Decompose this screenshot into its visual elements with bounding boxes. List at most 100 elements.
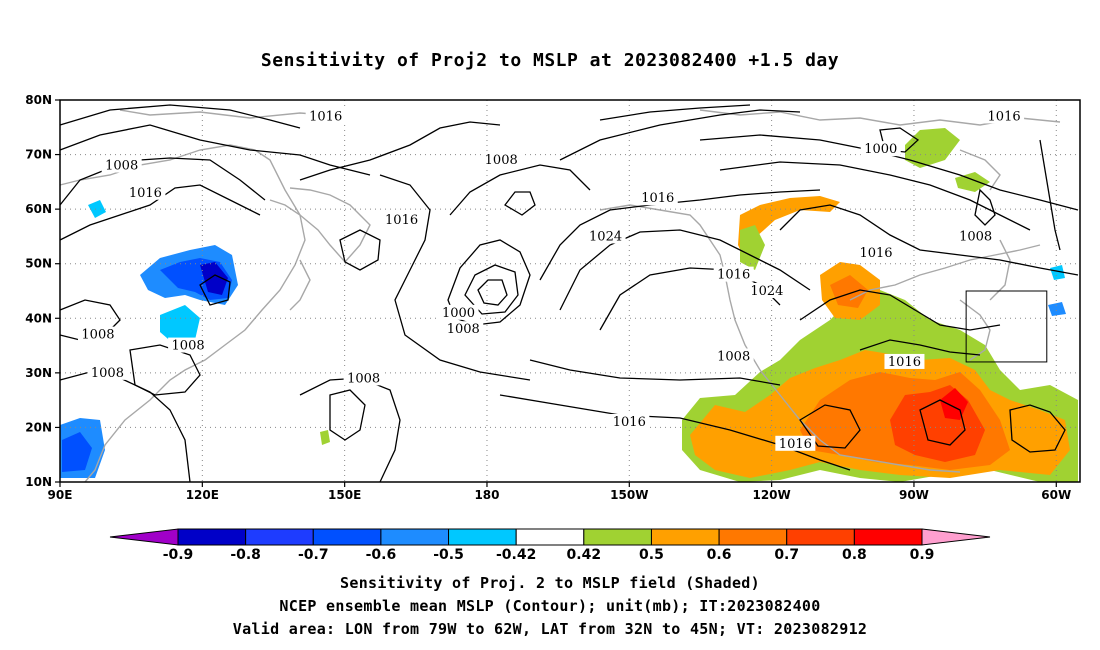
lat-tick-label: 50N xyxy=(25,257,52,271)
mslp-contour-line xyxy=(449,164,591,216)
contour-label-bg xyxy=(609,413,650,429)
coastline xyxy=(959,149,1001,191)
mslp-contour-line xyxy=(699,134,1079,211)
colorbar-label: -0.5 xyxy=(433,547,464,563)
mslp-contour-line xyxy=(299,121,501,181)
contour-label: 1016 xyxy=(988,109,1021,124)
colorbar-label: 0.7 xyxy=(774,547,799,563)
mslp-contour-line xyxy=(559,229,811,311)
coastline xyxy=(289,259,311,311)
mslp-contour-line xyxy=(329,389,366,441)
colorbar-label: -0.9 xyxy=(163,547,194,563)
contour-label: 1008 xyxy=(485,153,518,168)
coastline xyxy=(849,244,1041,301)
contour-label-bg xyxy=(884,353,925,369)
contour-label: 1008 xyxy=(959,229,992,244)
lat-tick-label: 20N xyxy=(25,420,52,434)
contour-label-bg xyxy=(856,244,896,260)
contour-label-bg xyxy=(984,108,1025,124)
contour-label: 1024 xyxy=(750,284,783,299)
contour-label: 1008 xyxy=(91,366,124,381)
lat-tick-label: 30N xyxy=(25,366,52,380)
contour-label-bg xyxy=(637,190,678,206)
contour-label-bg xyxy=(775,435,816,451)
footer-line-2: NCEP ensemble mean MSLP (Contour); unit(… xyxy=(279,597,821,615)
mslp-contour-line xyxy=(559,109,801,161)
mslp-contour-line xyxy=(499,394,851,471)
mslp-contour-line xyxy=(477,279,508,306)
shade-region xyxy=(1048,302,1066,316)
contour-label-bg xyxy=(585,228,626,244)
coastline xyxy=(599,204,961,473)
mslp-contour-line xyxy=(59,124,371,176)
mslp-contour-line xyxy=(799,289,1001,331)
coastline xyxy=(59,144,306,483)
mslp-contour-line xyxy=(504,191,536,216)
mslp-contour-line xyxy=(379,174,531,381)
contour-label-bg xyxy=(101,157,142,173)
contour-label: 1016 xyxy=(309,109,342,124)
mslp-contour-line xyxy=(859,339,981,356)
contour-label-bg xyxy=(168,337,209,353)
colorbar-label: 0.6 xyxy=(707,547,732,563)
contour-label-bg xyxy=(438,304,479,320)
lon-tick-label: 150W xyxy=(610,488,648,502)
mslp-contour-line xyxy=(779,204,1079,276)
map-frame xyxy=(59,99,1081,483)
sensitivity-map: 1016100810161016100810161024100010161008… xyxy=(25,93,1081,563)
lon-tick-label: 150E xyxy=(328,488,361,502)
shade-region xyxy=(200,262,228,295)
colorbar-low-arrow xyxy=(109,528,179,546)
mslp-contours xyxy=(59,104,1079,483)
contour-label-bg xyxy=(860,141,901,157)
footer-line-1: Sensitivity of Proj. 2 to MSLP field (Sh… xyxy=(340,574,760,592)
contour-label: 1016 xyxy=(717,268,750,283)
mslp-contour-line xyxy=(974,188,996,226)
colorbar-box xyxy=(718,528,788,546)
lon-tick-label: 120E xyxy=(186,488,219,502)
contour-label: 1000 xyxy=(442,306,475,321)
axis-ticks: 90E 120E 150E 180 150W 120W 90W 60W 80N 70N 60N 50N… xyxy=(25,93,1071,502)
contour-label-bg xyxy=(713,266,754,282)
contour-label: 1016 xyxy=(129,186,162,201)
coastline xyxy=(959,299,991,361)
mslp-contour-line xyxy=(199,274,231,306)
shade-region xyxy=(160,305,200,345)
colorbar-box xyxy=(583,528,652,546)
valid-area-box xyxy=(965,290,1048,363)
lat-tick-label: 10N xyxy=(25,475,52,489)
mslp-contour-line xyxy=(919,399,966,446)
contour-label-bg xyxy=(955,228,996,244)
contour-label-bg xyxy=(713,348,754,364)
mslp-contour-line xyxy=(529,359,781,386)
colorbar-box xyxy=(312,528,382,546)
mslp-contour-line xyxy=(1039,139,1061,251)
colorbar-label: 0.5 xyxy=(639,547,664,563)
contour-label: 1008 xyxy=(105,158,138,173)
colorbar-box xyxy=(853,528,923,546)
lon-tick-label: 120W xyxy=(752,488,790,502)
mslp-contour-line xyxy=(1009,404,1066,453)
footer-line-3: Valid area: LON from 79W to 62W, LAT fro… xyxy=(232,620,868,638)
contour-label: 1024 xyxy=(589,229,622,244)
colorbar: -0.9 -0.8 -0.7 -0.6 -0.5 -0.42 0.42 0.5 0.6 0.7 0.… xyxy=(109,528,991,563)
colorbar-box xyxy=(650,528,720,546)
shade-region xyxy=(830,275,868,308)
contour-labels: 1016100810161016100810161024100010161008… xyxy=(77,108,1048,452)
colorbar-box xyxy=(448,528,517,546)
lon-tick-label: 90E xyxy=(48,488,73,502)
contour-label-bg xyxy=(87,364,128,380)
contour-label-bg xyxy=(481,152,522,168)
colorbar-label: -0.42 xyxy=(496,547,536,563)
contour-label-bg xyxy=(443,321,484,337)
contour-label: 1016 xyxy=(888,355,921,370)
contour-label-bg xyxy=(77,326,118,342)
shade-region xyxy=(1050,265,1065,280)
contour-label: 1008 xyxy=(447,322,480,337)
mslp-contour-line xyxy=(799,404,861,449)
contour-label: 1016 xyxy=(641,191,674,206)
contour-label: 1016 xyxy=(613,415,646,430)
contour-label: 1000 xyxy=(864,142,897,157)
sensitivity-shading xyxy=(60,128,1078,482)
colorbar-label: 0.42 xyxy=(567,547,602,563)
